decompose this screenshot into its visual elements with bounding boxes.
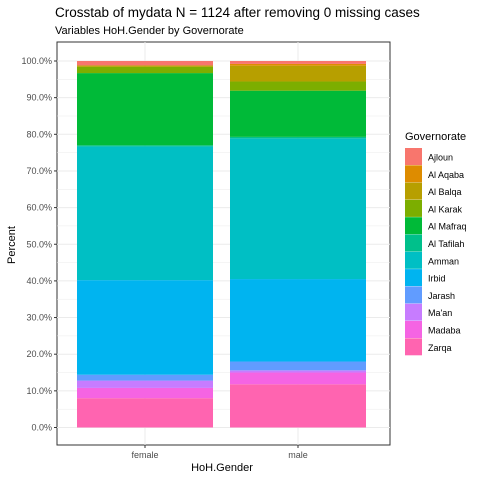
legend-label: Ajloun (428, 153, 453, 163)
x-axis: female male (131, 445, 308, 460)
bar-segment-female-zarqa (77, 398, 213, 428)
legend-key (405, 217, 422, 235)
bar-segment-male-al-balqa (230, 65, 366, 82)
bar-segment-male-zarqa (230, 384, 366, 428)
bar-segment-male-al-mafraq (230, 90, 366, 137)
legend-key (405, 251, 422, 269)
legend-label: Al Tafilah (428, 239, 464, 249)
legend-label: Madaba (428, 326, 461, 336)
legend-title: Governorate (405, 131, 466, 143)
bar-segment-female-al-tafilah (77, 145, 213, 147)
y-axis-title: Percent (6, 226, 18, 264)
bar-segment-male-madaba (230, 372, 366, 385)
bar-segment-male-al-aqaba (230, 63, 366, 66)
bar-segment-male-ajloun (230, 61, 366, 64)
legend-label: Amman (428, 256, 459, 266)
y-tick-label: 0.0% (31, 423, 52, 433)
legend-label: Al Karak (428, 204, 463, 214)
legend-key (405, 321, 422, 338)
bar-segment-male-ma-an (230, 370, 366, 373)
bar-segment-male-amman (230, 138, 366, 280)
legend-label: Jarash (428, 291, 455, 301)
x-tick-label: male (288, 450, 308, 460)
bar-segment-female-ma-an (77, 380, 213, 388)
chart-title: Crosstab of mydata N = 1124 after removi… (55, 5, 420, 20)
legend-label: Irbid (428, 274, 446, 284)
y-tick-label: 10.0% (26, 386, 52, 396)
legend-label: Al Aqaba (428, 170, 464, 180)
bar-segment-female-al-mafraq (77, 73, 213, 146)
bar-segment-female-al-balqa (77, 65, 213, 67)
legend-label: Al Mafraq (428, 222, 467, 232)
bar-segment-female-al-karak (77, 66, 213, 74)
legend-label: Ma'an (428, 308, 452, 318)
legend-key (405, 165, 422, 183)
bar-segment-male-irbid (230, 279, 366, 362)
y-tick-label: 20.0% (26, 349, 52, 359)
bar-segment-female-jarash (77, 374, 213, 381)
bar-segment-female-amman (77, 146, 213, 281)
legend-key (405, 182, 422, 200)
legend-key (405, 148, 422, 165)
legend-key (405, 338, 422, 356)
x-tick-label: female (131, 450, 158, 460)
y-tick-label: 80.0% (26, 129, 52, 139)
y-tick-label: 100.0% (21, 56, 52, 66)
legend-key (405, 286, 422, 304)
y-tick-label: 30.0% (26, 313, 52, 323)
legend: Governorate Ajloun Al Aqaba Al Balqa Al Kar… (405, 131, 467, 356)
bar-segment-male-al-karak (230, 81, 366, 91)
bar-segment-female-irbid (77, 280, 213, 375)
legend-key (405, 234, 422, 252)
chart-subtitle: Variables HoH.Gender by Governorate (55, 25, 244, 37)
legend-key (405, 303, 422, 321)
y-tick-label: 70.0% (26, 166, 52, 176)
y-tick-label: 50.0% (26, 239, 52, 249)
bar-segment-male-al-tafilah (230, 136, 366, 139)
legend-label: Zarqa (428, 343, 452, 353)
bar-segment-female-ajloun (77, 61, 213, 66)
x-axis-title: HoH.Gender (191, 462, 253, 474)
y-axis: 0.0% 10.0% 20.0% 30.0% 40.0% 50.0% 60.0% 70.0% 8… (21, 56, 57, 433)
bar-segment-male-jarash (230, 361, 366, 371)
bars-layer (77, 61, 366, 428)
legend-key (405, 199, 422, 217)
y-tick-label: 40.0% (26, 276, 52, 286)
legend-label: Al Balqa (428, 187, 462, 197)
y-tick-label: 60.0% (26, 203, 52, 213)
legend-key (405, 269, 422, 287)
y-tick-label: 90.0% (26, 93, 52, 103)
bar-segment-female-madaba (77, 387, 213, 399)
